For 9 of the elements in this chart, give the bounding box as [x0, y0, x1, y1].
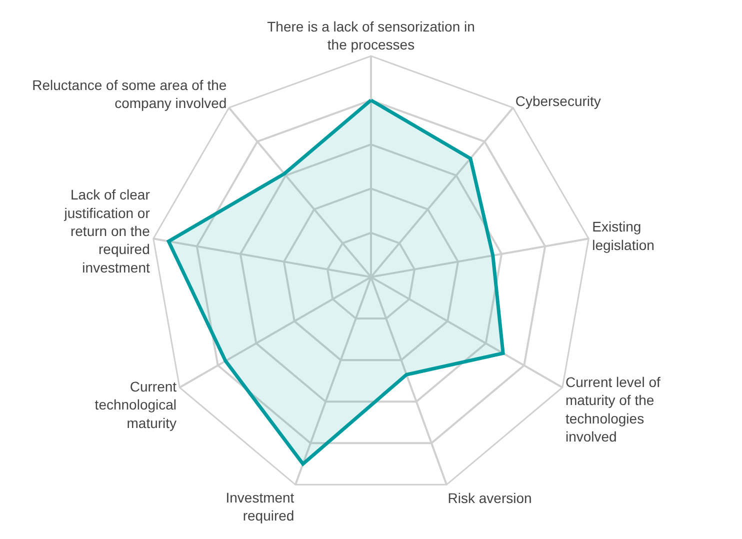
spoke-label: Reluctance of some area of the company involved — [32, 76, 227, 112]
spoke-label: Lack of clear justification or return on the required investment — [63, 186, 150, 276]
spoke-label: Risk aversion — [448, 490, 532, 506]
spoke-label: Investment required — [226, 489, 294, 524]
spoke-label: Existing legislation — [592, 218, 654, 253]
spoke-label: Current technological maturity — [94, 378, 177, 431]
spoke-label: Current level of maturity of the technologies involved — [565, 374, 661, 444]
spoke-label: There is a lack of sensorization in the processes — [267, 18, 475, 53]
spoke-label: Cybersecurity — [515, 92, 601, 109]
